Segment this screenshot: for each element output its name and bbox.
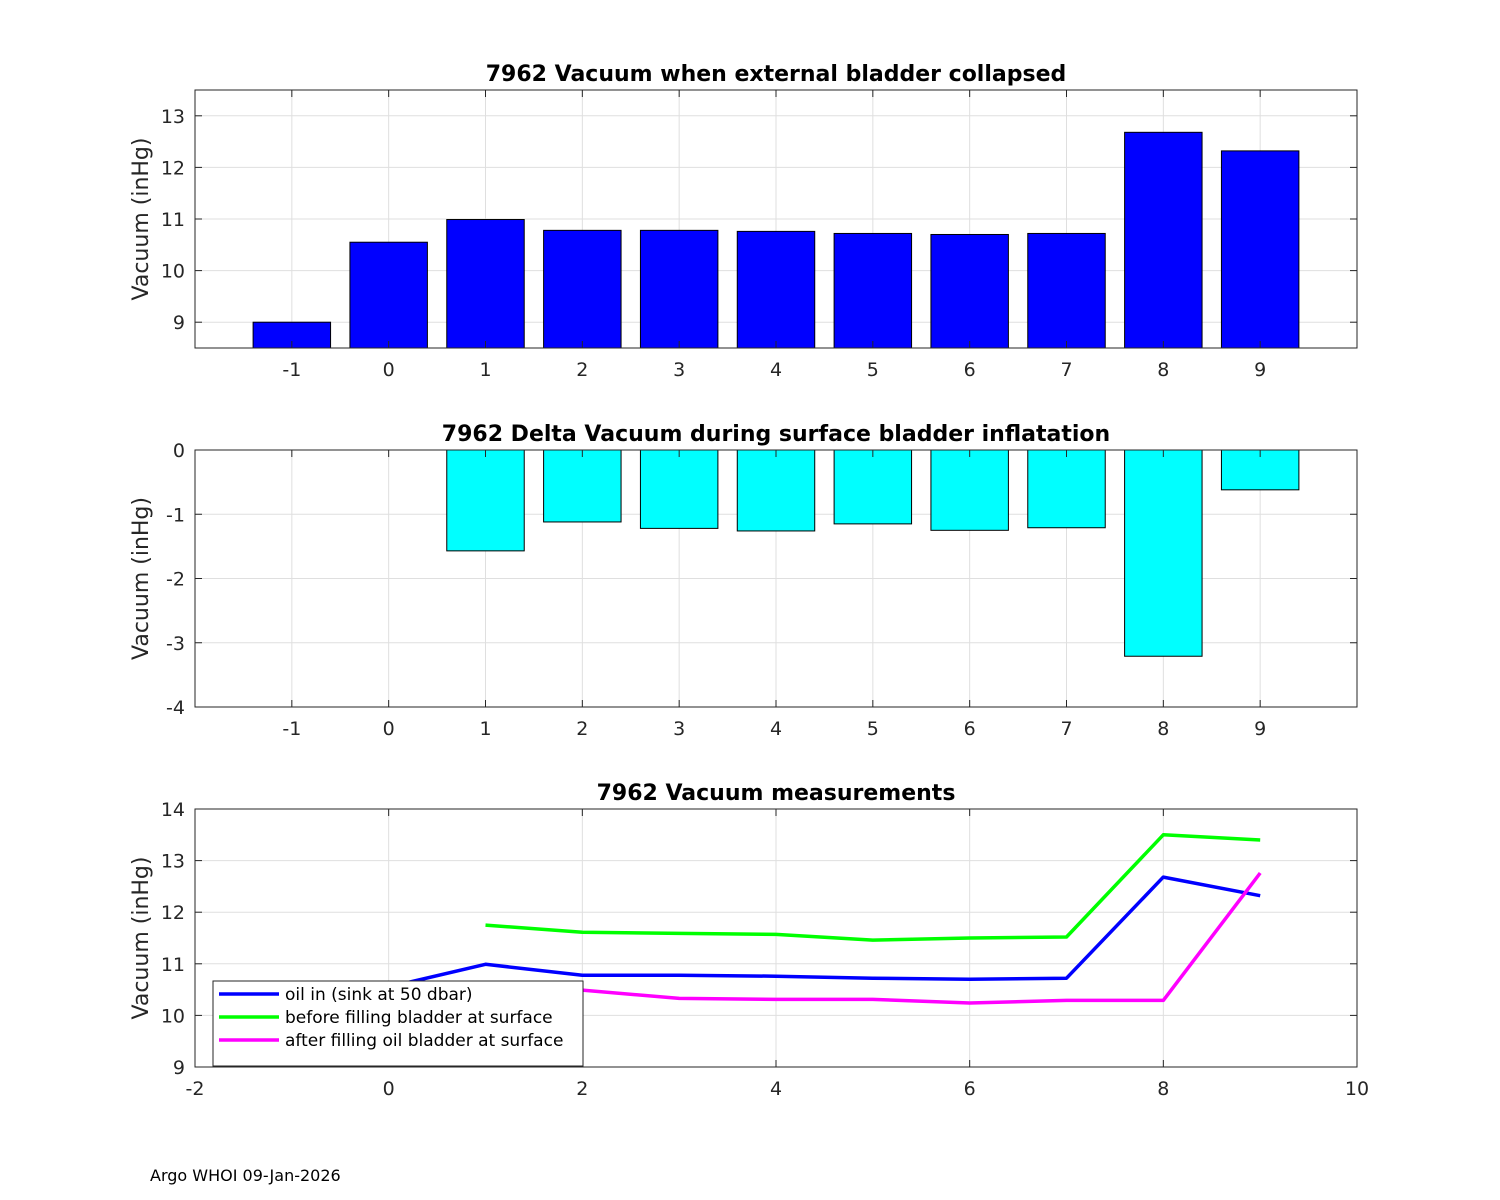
bar bbox=[1124, 449, 1203, 657]
y-tick-label: 13 bbox=[161, 106, 185, 128]
chart-title: 7962 Delta Vacuum during surface bladder… bbox=[442, 422, 1110, 447]
x-tick-label: 3 bbox=[673, 359, 685, 381]
y-tick-label: -2 bbox=[166, 569, 185, 591]
x-tick-label: -2 bbox=[186, 1078, 205, 1100]
bar bbox=[736, 449, 816, 532]
y-tick-label: 13 bbox=[161, 851, 185, 873]
x-tick-label: 5 bbox=[867, 718, 879, 740]
y-tick-label: -3 bbox=[166, 633, 185, 655]
series-line bbox=[485, 833, 1261, 942]
bar bbox=[639, 449, 719, 529]
y-tick-label: 14 bbox=[161, 799, 185, 821]
x-tick-label: 0 bbox=[383, 359, 395, 381]
y-axis-label: Vacuum (inHg) bbox=[129, 857, 154, 1020]
y-tick-label: 11 bbox=[161, 209, 185, 231]
y-tick-label: 11 bbox=[161, 954, 185, 976]
chart-3: -2 0 2 4 6 8 10 9 10 11 12 13 14 7962 Vacuum measurem… bbox=[129, 781, 1369, 1100]
x-tick-label: 0 bbox=[383, 1078, 395, 1100]
bar bbox=[446, 219, 525, 349]
bar bbox=[349, 241, 428, 349]
chart-title: 7962 Vacuum when external bladder collap… bbox=[486, 62, 1067, 87]
y-tick-label: 10 bbox=[161, 1005, 185, 1027]
bar bbox=[833, 232, 913, 349]
series-line bbox=[485, 871, 1262, 1005]
x-tick-label: 6 bbox=[964, 359, 976, 381]
x-tick-label: 4 bbox=[770, 359, 782, 381]
x-tick-label: 9 bbox=[1254, 718, 1266, 740]
x-tick-label: 8 bbox=[1157, 1078, 1169, 1100]
bar bbox=[543, 449, 622, 523]
y-tick-label: 12 bbox=[161, 902, 185, 924]
bar bbox=[833, 449, 913, 525]
y-tick-label: -4 bbox=[166, 697, 185, 719]
legend-entry: before filling bladder at surface bbox=[285, 1008, 553, 1028]
y-axis-label: Vacuum (inHg) bbox=[129, 497, 154, 660]
x-tick-label: 8 bbox=[1157, 718, 1169, 740]
bar bbox=[1027, 449, 1106, 529]
bar bbox=[736, 230, 816, 349]
x-tick-label: 2 bbox=[576, 718, 588, 740]
x-tick-label: 7 bbox=[1060, 359, 1072, 381]
x-tick-label: 4 bbox=[770, 718, 782, 740]
bar bbox=[1124, 131, 1203, 349]
legend: oil in (sink at 50 dbar) before filling b… bbox=[212, 980, 584, 1067]
bar bbox=[639, 229, 719, 349]
x-tick-label: 10 bbox=[1345, 1078, 1369, 1100]
x-tick-label: 1 bbox=[479, 718, 491, 740]
x-tick-label: 4 bbox=[770, 1078, 782, 1100]
x-tick-label: 6 bbox=[964, 718, 976, 740]
x-tick-label: -1 bbox=[282, 359, 301, 381]
x-tick-label: 0 bbox=[383, 718, 395, 740]
y-tick-label: 9 bbox=[173, 312, 185, 334]
y-tick-label: 0 bbox=[173, 440, 185, 462]
legend-entry: oil in (sink at 50 dbar) bbox=[285, 985, 473, 1005]
x-tick-label: 9 bbox=[1254, 359, 1266, 381]
x-tick-label: 1 bbox=[479, 359, 491, 381]
x-tick-label: 5 bbox=[867, 359, 879, 381]
bar bbox=[446, 449, 525, 552]
chart-2: -1 0 1 2 3 4 5 6 7 8 9 -4 -3 -2 -1 0 7962 Delta Vacuum d… bbox=[129, 422, 1358, 740]
footer-text: Argo WHOI 09-Jan-2026 bbox=[150, 1166, 341, 1185]
y-tick-label: 10 bbox=[161, 261, 185, 283]
series-line bbox=[290, 875, 1261, 1067]
y-axis-label: Vacuum (inHg) bbox=[129, 138, 154, 301]
bar bbox=[1027, 232, 1106, 349]
x-tick-label: -1 bbox=[282, 718, 301, 740]
bar bbox=[930, 449, 1009, 531]
bar bbox=[1220, 150, 1300, 349]
x-tick-label: 3 bbox=[673, 718, 685, 740]
x-tick-label: 2 bbox=[576, 1078, 588, 1100]
y-tick-label: -1 bbox=[166, 504, 185, 526]
x-tick-label: 2 bbox=[576, 359, 588, 381]
chart-title: 7962 Vacuum measurements bbox=[597, 781, 956, 806]
legend-entry: after filling oil bladder at surface bbox=[285, 1031, 563, 1051]
y-tick-label: 9 bbox=[173, 1057, 185, 1079]
x-tick-label: 8 bbox=[1157, 359, 1169, 381]
bar bbox=[930, 233, 1009, 349]
y-tick-label: 12 bbox=[161, 157, 185, 179]
bar bbox=[543, 229, 622, 349]
x-tick-label: 7 bbox=[1060, 718, 1072, 740]
x-tick-label: 6 bbox=[964, 1078, 976, 1100]
